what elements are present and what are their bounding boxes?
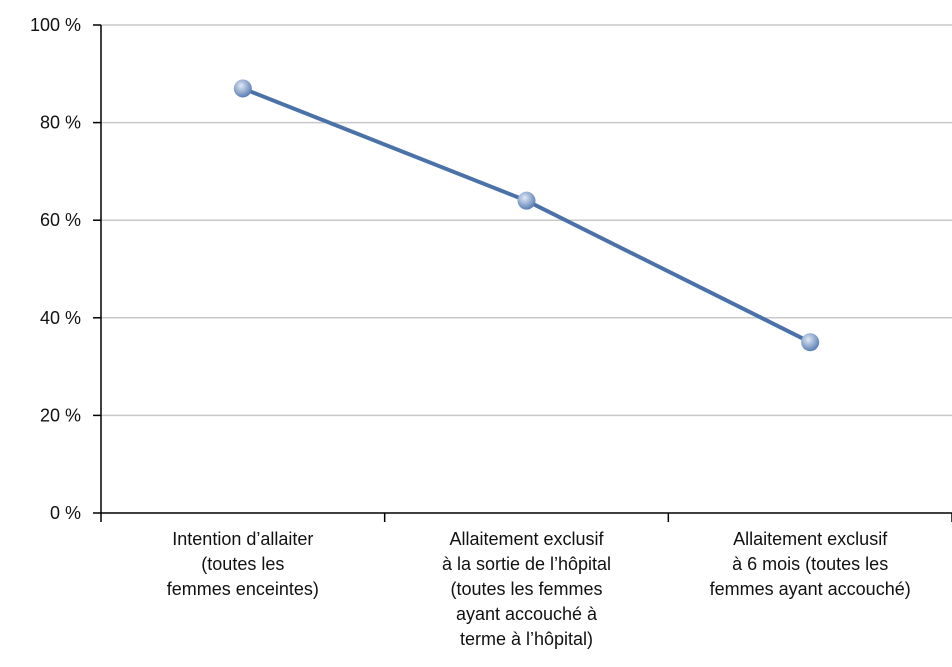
x-tick-label: Allaitement exclusif à la sortie de l’hôp… — [442, 529, 611, 649]
y-tick-label: 20 % — [40, 405, 81, 425]
x-tick-label: Allaitement exclusif à 6 mois (toutes les… — [710, 529, 911, 599]
x-tick-label: Intention d’allaiter (toutes les femmes en… — [167, 529, 319, 599]
y-tick-label: 40 % — [40, 308, 81, 328]
y-tick-label: 60 % — [40, 210, 81, 230]
point — [517, 191, 536, 210]
point — [801, 333, 820, 352]
point — [233, 79, 252, 98]
line — [242, 86, 812, 344]
y-tick-label: 0 % — [50, 503, 81, 523]
y-tick-label: 100 % — [30, 15, 81, 35]
y-tick-label: 80 % — [40, 113, 81, 133]
